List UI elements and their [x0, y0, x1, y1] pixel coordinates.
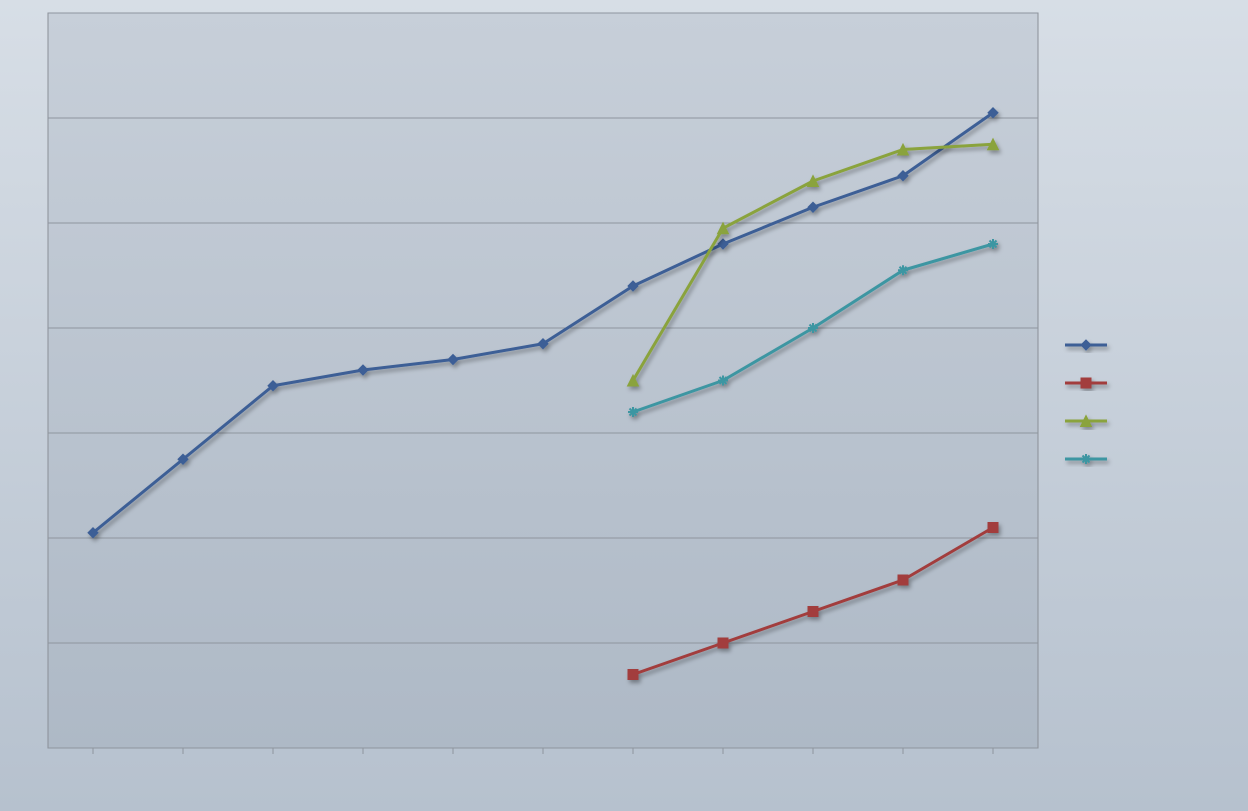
line-chart	[0, 0, 1248, 811]
chart-svg	[0, 0, 1248, 811]
